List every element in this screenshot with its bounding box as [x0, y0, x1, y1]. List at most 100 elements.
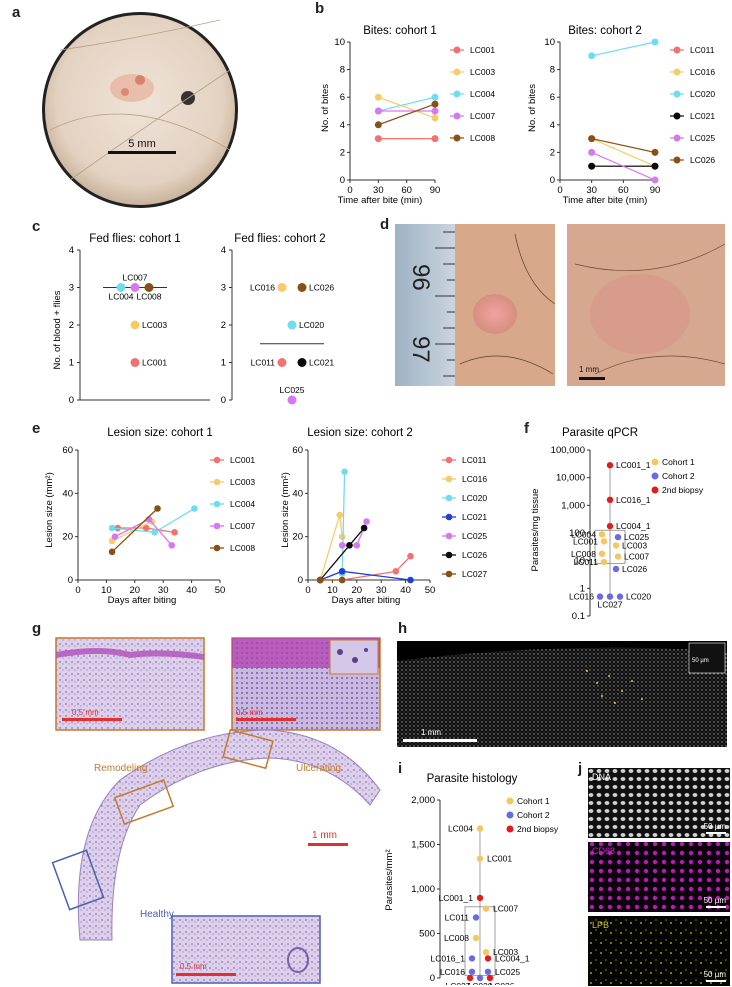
point-label: LC008: [571, 549, 596, 559]
legend-marker: [213, 544, 221, 552]
data-point-lc008: [144, 283, 154, 292]
legend-label: LC026: [690, 155, 715, 165]
y-tick-label: 60: [62, 445, 73, 456]
x-tick-label: 10: [101, 585, 112, 596]
point-label: LC016: [569, 592, 594, 602]
point-label: LC016_1: [430, 953, 465, 963]
y-tick-label: 0: [340, 175, 345, 186]
x-tick-label: 90: [650, 185, 661, 196]
scale-bar: [706, 906, 726, 908]
series-line-lc008: [111, 508, 158, 553]
series-line-lc016: [319, 514, 343, 581]
data-point-lc001: [171, 529, 178, 536]
legend-marker: [673, 134, 681, 142]
x-tick-label: 40: [186, 585, 197, 596]
point-label: LC001_1: [616, 460, 651, 470]
data-point-lc025: [338, 542, 346, 549]
data-point-lc001: [476, 855, 484, 862]
y-tick-label: 10: [334, 37, 345, 48]
data-point-lc026: [346, 542, 353, 549]
y-axis-label: Parasites/mm²: [384, 849, 395, 910]
scale-bar-label: 0.5 mm: [72, 708, 99, 717]
point-label: LC026: [489, 981, 514, 985]
panel-letter-e: e: [32, 420, 41, 437]
point-label: LC026: [622, 564, 647, 574]
y-tick-label: 100,000: [551, 445, 585, 456]
point-label: LC016: [250, 283, 275, 293]
legend-marker: [453, 112, 461, 120]
legend-marker: [453, 90, 461, 98]
legend-label: LC016: [462, 474, 487, 484]
legend-label: Cohort 1: [517, 796, 550, 806]
data-point-lc004: [476, 825, 484, 832]
y-tick-label: 0: [68, 575, 73, 586]
y-tick-label: 0.1: [572, 611, 585, 622]
data-point-lc016_1: [606, 496, 614, 503]
scale-bar-label: 50 µm: [704, 970, 727, 979]
data-point-lc004: [116, 283, 126, 292]
chart-title: Fed flies: cohort 2: [234, 233, 325, 245]
legend-label: 2nd biopsy: [662, 485, 704, 495]
chart-title: Parasite qPCR: [562, 427, 638, 439]
legend-marker: [213, 500, 221, 508]
x-axis-label: Days after biting: [332, 595, 401, 606]
data-point-lc021: [588, 162, 596, 170]
y-tick-label: 0: [221, 395, 226, 406]
y-tick-label: 4: [550, 120, 555, 131]
remodeling-box: [113, 778, 175, 826]
y-tick-label: 1: [69, 358, 74, 369]
x-tick-label: 20: [352, 585, 363, 596]
data-point-lc004: [191, 505, 198, 512]
legend-label: 2nd biopsy: [517, 824, 559, 834]
data-point-lc016: [468, 968, 476, 975]
legend-label: LC004: [230, 499, 255, 509]
data-point-lc001: [600, 538, 608, 545]
ruler: [395, 224, 455, 386]
y-axis-label: No. of bites: [320, 84, 331, 132]
data-point-lc025: [484, 968, 492, 975]
legend-marker: [651, 486, 659, 494]
data-point-lc001_1: [606, 462, 614, 469]
data-point-lc007: [111, 533, 119, 540]
y-tick-label: 2: [221, 320, 226, 331]
channel-label-lpb: LPB: [592, 920, 609, 930]
series-line-lc016: [591, 138, 656, 167]
legend-label: LC007: [230, 521, 255, 531]
scale-bar-label: 0.5 mm: [180, 962, 207, 971]
legend-label: LC003: [230, 477, 255, 487]
chart-lesion-size-cohort1: Lesion size: cohort 1 0 20 40 60 0 10 20 30 40 50…: [44, 427, 255, 606]
legend-label: LC026: [462, 550, 487, 560]
y-tick-label: 1: [221, 358, 226, 369]
series-line-lc020: [591, 41, 656, 57]
data-point-lc020: [651, 38, 659, 46]
point-label: LC021: [309, 358, 334, 368]
axis-lines: [77, 450, 220, 581]
y-tick-label: 0: [298, 575, 303, 586]
data-point-lc001: [374, 135, 382, 143]
data-point-lc011: [277, 358, 287, 367]
legend-marker: [445, 570, 453, 578]
x-tick-label: 40: [400, 585, 411, 596]
chart-title: Bites: cohort 2: [568, 25, 642, 37]
x-tick-label: 30: [158, 585, 169, 596]
point-label: LC025: [279, 385, 304, 395]
legend-marker: [506, 811, 514, 819]
point-label: LC004: [108, 292, 133, 302]
y-tick-label: 6: [550, 92, 555, 103]
data-point-lc025: [363, 518, 370, 525]
y-tick-label: 0: [550, 175, 555, 186]
point-label: LC020: [467, 981, 492, 985]
y-tick-label: 2: [550, 147, 555, 158]
y-axis-label: Lesion size (mm²): [280, 472, 291, 548]
y-tick-label: 3: [221, 283, 226, 294]
y-tick-label: 8: [550, 65, 555, 76]
y-tick-label: 0: [430, 973, 435, 984]
point-label: LC001: [487, 854, 512, 864]
y-axis-label: Lesion size (mm²): [44, 472, 55, 548]
data-point-lc020: [588, 52, 596, 60]
data-point-lc008: [472, 934, 480, 942]
y-tick-label: 2: [340, 147, 345, 158]
series-line-lc004: [378, 96, 436, 112]
legend-marker: [506, 797, 514, 805]
legend-marker: [651, 472, 659, 480]
